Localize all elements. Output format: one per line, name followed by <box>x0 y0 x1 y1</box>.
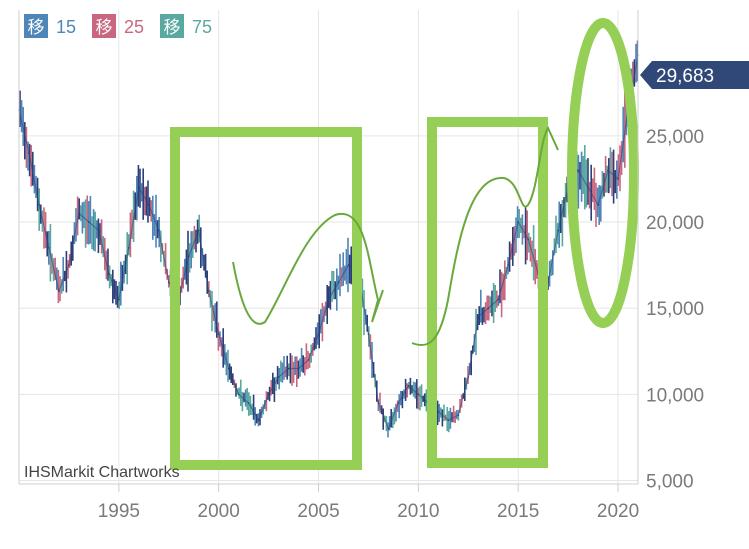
legend-label: 15 <box>56 17 76 37</box>
price-point <box>287 367 290 370</box>
price-point <box>607 169 609 172</box>
price-point <box>317 333 320 335</box>
price-point <box>167 281 170 284</box>
chart-credit: IHSMarkit Chartworks <box>24 464 180 481</box>
x-tick-label: 2015 <box>497 501 539 522</box>
legend-item[interactable]: 移 75 <box>160 14 212 38</box>
price-point <box>337 281 340 284</box>
gridlines <box>19 10 638 484</box>
y-tick-label: 5,000 <box>646 472 694 493</box>
price-point <box>597 203 599 206</box>
price-point <box>327 298 330 301</box>
price-point <box>447 419 450 422</box>
price-point <box>78 212 80 215</box>
price-point <box>587 186 589 189</box>
x-tick-label: 2010 <box>397 501 439 522</box>
price-point <box>507 264 510 266</box>
price-point <box>277 376 280 378</box>
legend-label: 75 <box>192 17 212 37</box>
x-tick-label: 2005 <box>297 501 339 522</box>
price-point <box>347 264 350 266</box>
axes: 5,000 10,000 15,000 20,000 25,000 1995 2000 200… <box>98 127 704 522</box>
price-point <box>477 316 480 318</box>
price-point <box>247 402 250 404</box>
y-tick-label: 25,000 <box>646 127 704 148</box>
price-point <box>307 359 310 361</box>
price-point <box>437 410 440 413</box>
legend: 移 15 移 25 移 75 <box>24 14 212 38</box>
legend-glyph: 移 <box>28 18 45 37</box>
legend-label: 25 <box>124 17 144 37</box>
price-point <box>617 178 619 180</box>
price-point <box>207 290 210 292</box>
price-point <box>237 393 240 396</box>
price-point <box>138 186 140 189</box>
price-point <box>457 414 460 416</box>
annotation-curve-2 <box>411 125 559 347</box>
annotation-ellipse <box>567 18 639 328</box>
x-tick-label: 2020 <box>597 501 639 522</box>
x-tick-label: 2000 <box>198 501 240 522</box>
price-point <box>397 402 400 404</box>
price-point <box>297 367 300 370</box>
legend-glyph: 移 <box>164 18 181 37</box>
legend-swatch <box>24 14 48 38</box>
legend-item[interactable]: 移 25 <box>92 14 144 38</box>
price-point <box>88 221 90 223</box>
annotation-box-1 <box>170 127 362 470</box>
price-point <box>497 298 500 301</box>
price-point <box>128 247 130 249</box>
price-point <box>98 229 100 232</box>
price-point <box>48 247 50 249</box>
price-point <box>197 229 200 232</box>
price-point <box>58 290 60 292</box>
last-value-badge-shape <box>640 61 749 89</box>
y-tick-label: 10,000 <box>646 385 704 406</box>
y-tick-label: 20,000 <box>646 213 704 234</box>
price-point <box>227 367 230 370</box>
price-point <box>108 272 110 275</box>
price-point <box>38 203 40 206</box>
price-point <box>217 333 220 335</box>
price-point <box>257 419 260 422</box>
price-point <box>28 152 30 154</box>
legend-swatch <box>160 14 184 38</box>
price-series <box>18 54 639 431</box>
annotation-box-2 <box>427 117 548 468</box>
price-point <box>118 298 120 301</box>
annotation-curve-1 <box>232 212 384 325</box>
legend-item[interactable]: 移 15 <box>24 14 76 38</box>
price-point <box>68 264 70 266</box>
legend-glyph: 移 <box>96 18 113 37</box>
y-tick-label: 15,000 <box>646 299 704 320</box>
price-point <box>377 402 380 404</box>
price-point <box>417 393 420 396</box>
price-point <box>367 333 370 335</box>
price-point <box>487 307 490 309</box>
price-point <box>267 393 270 396</box>
last-value-badge: 29,683 <box>640 61 749 89</box>
price-point <box>147 203 150 206</box>
plot-background <box>19 10 638 484</box>
price-point <box>557 229 559 232</box>
annotations <box>170 18 639 470</box>
legend-swatch <box>92 14 116 38</box>
x-tick-label: 1995 <box>98 501 140 522</box>
price-point <box>187 255 190 258</box>
price-point <box>157 229 160 232</box>
price-point <box>517 221 519 223</box>
price-point <box>577 169 579 172</box>
price-point <box>527 238 529 241</box>
last-value-label: 29,683 <box>656 66 714 87</box>
price-point <box>407 384 410 387</box>
price-point <box>387 428 390 430</box>
price-point <box>467 376 470 378</box>
